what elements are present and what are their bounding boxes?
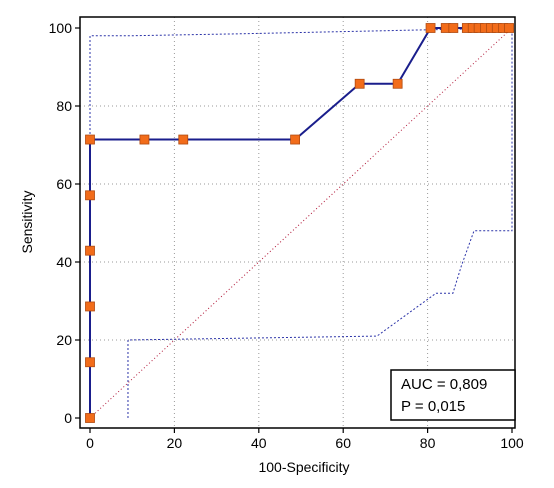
roc-point [85,413,95,423]
roc-point [139,134,150,145]
axes [75,16,516,433]
roc-point [290,134,300,145]
annotation-frame [390,369,516,421]
x-tick-label: 20 [167,435,183,451]
ci-lower-line [127,28,513,418]
roc-curve-line [89,27,510,418]
y-axis-title: Sensitivity [19,190,35,253]
p-value-label: P = 0,015 [401,398,465,415]
roc-point [85,190,95,201]
roc-point [354,78,365,89]
x-axis-title: 100-Specificity [258,459,349,475]
annotation-box: AUC = 0,809 P = 0,015 [390,369,516,421]
reference-diagonal [89,27,513,419]
reference-line [89,27,513,419]
tick-labels: 0 20 40 60 80 100 0 20 40 60 80 100 [49,20,524,451]
auc-label: AUC = 0,809 [401,376,487,393]
confidence-bounds [89,27,513,418]
roc-point [85,301,95,312]
x-tick-label: 60 [335,435,351,451]
y-tick-label: 80 [56,98,72,114]
roc-point [178,134,189,145]
roc-point [504,23,514,33]
y-tick-label: 100 [49,20,73,36]
plot-frame [79,16,516,429]
x-tick-label: 0 [86,435,94,451]
x-tick-label: 80 [420,435,436,451]
roc-point [392,78,403,89]
roc-point [85,357,95,368]
roc-point [448,23,459,33]
grid [80,17,515,428]
y-tick-label: 0 [64,410,72,426]
y-tick-label: 40 [56,254,72,270]
y-tick-label: 20 [56,332,72,348]
ci-upper-line [89,27,513,418]
x-tick-label: 40 [251,435,267,451]
roc-point [425,23,436,33]
roc-series [85,23,514,423]
roc-point [85,134,95,145]
roc-point [85,245,95,256]
x-tick-label: 100 [500,435,524,451]
y-tick-label: 60 [56,176,72,192]
